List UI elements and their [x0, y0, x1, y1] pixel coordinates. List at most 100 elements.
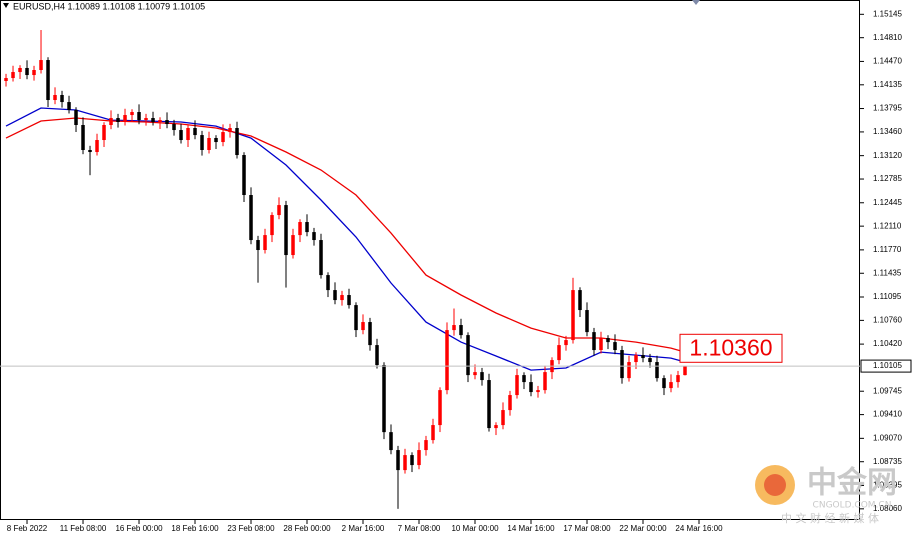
y-tick-label: 1.11095	[873, 292, 902, 301]
candle-body	[627, 362, 631, 379]
y-tick-label: 1.11770	[873, 245, 902, 254]
candle-body	[417, 450, 421, 466]
candle-body	[620, 350, 624, 379]
candle-body	[312, 232, 316, 241]
y-tick-label: 1.13795	[873, 104, 902, 113]
y-tick-label: 1.10420	[873, 339, 902, 348]
candle-body	[277, 205, 281, 216]
candle-body	[207, 137, 211, 150]
y-tick-label: 1.13120	[873, 151, 902, 160]
watermark: 中金网 CNGOLD.COM.CN 中 文 财 经 新 媒 体	[755, 465, 897, 525]
candle-body	[88, 149, 92, 153]
y-tick-label: 1.13460	[873, 127, 902, 136]
y-tick-label: 1.08395	[873, 481, 902, 490]
candle-body	[487, 380, 491, 429]
candle-body	[676, 375, 680, 383]
x-tick-label: 8 Feb 2022	[7, 524, 48, 533]
watermark-logo-inner	[764, 474, 786, 496]
candle-body	[410, 455, 414, 466]
candle-body	[599, 338, 603, 351]
y-tick-label: 1.14810	[873, 33, 902, 42]
candle-body	[564, 340, 568, 346]
candle-body	[214, 137, 218, 143]
x-tick-label: 11 Feb 08:00	[60, 524, 107, 533]
candle-body	[74, 110, 78, 126]
candle-body	[186, 128, 190, 141]
candle-body	[368, 322, 372, 346]
candle-body	[466, 335, 470, 376]
x-tick-label: 28 Feb 00:00	[283, 524, 331, 533]
plot-border	[0, 0, 860, 520]
candle-body	[459, 325, 463, 336]
x-tick-label: 23 Feb 08:00	[227, 524, 275, 533]
annotation-label: 1.10360	[689, 334, 772, 360]
candle-body	[144, 118, 148, 121]
watermark-site: CNGOLD.COM.CN	[813, 501, 892, 511]
y-tick-label: 1.09410	[873, 410, 902, 419]
candle-body	[592, 332, 596, 351]
candle-body	[291, 235, 295, 256]
candle-body	[193, 128, 197, 136]
symbol-icon	[3, 3, 9, 8]
shift-marker	[692, 0, 700, 5]
y-tick-label: 1.10760	[873, 315, 902, 324]
y-tick-label: 1.08060	[873, 504, 902, 513]
candle-body	[151, 118, 155, 123]
chart-title: EURUSD,H4 1.10089 1.10108 1.10079 1.1010…	[13, 1, 205, 11]
x-tick-label: 17 Mar 08:00	[563, 524, 611, 533]
y-tick-label: 1.08735	[873, 457, 902, 466]
candle-body	[522, 375, 526, 383]
candle-body	[634, 355, 638, 363]
x-tick-label: 14 Mar 16:00	[507, 524, 555, 533]
candle-body	[53, 94, 57, 101]
y-tick-label: 1.09070	[873, 433, 902, 442]
candle-body	[445, 330, 449, 391]
candle-body	[655, 362, 659, 379]
candle-body	[606, 338, 610, 343]
candle-body	[32, 70, 36, 76]
candle-body	[571, 290, 575, 341]
candle-body	[109, 118, 113, 126]
watermark-brand: 中金网	[807, 466, 897, 501]
moving-average-line	[5, 117, 686, 353]
candle-body	[494, 425, 498, 429]
candle-body	[319, 240, 323, 276]
candle-body	[263, 235, 267, 251]
candle-body	[508, 395, 512, 411]
candle-body	[249, 195, 253, 241]
x-tick-label: 16 Feb 00:00	[115, 524, 163, 533]
y-tick-label: 1.09745	[873, 386, 902, 395]
y-tick-label: 1.12445	[873, 198, 902, 207]
candle-body	[375, 345, 379, 366]
candle-body	[543, 372, 547, 391]
candle-body	[305, 222, 309, 233]
x-tick-label: 22 Mar 00:00	[619, 524, 667, 533]
candle-body	[39, 60, 43, 71]
candle-body	[67, 102, 71, 111]
moving-average-line	[5, 107, 686, 371]
candle-body	[389, 432, 393, 451]
y-tick-label: 1.12785	[873, 174, 902, 183]
candle-body	[179, 130, 183, 141]
candle-body	[172, 124, 176, 131]
candle-body	[431, 425, 435, 441]
y-tick-label: 1.14470	[873, 57, 902, 66]
candle-body	[4, 78, 8, 81]
candle-body	[515, 375, 519, 396]
x-tick-label: 10 Mar 00:00	[451, 524, 499, 533]
candle-body	[501, 410, 505, 426]
candle-body	[235, 128, 239, 156]
y-tick-label: 1.12110	[873, 221, 902, 230]
candle-body	[242, 155, 246, 196]
candle-body	[669, 382, 673, 389]
candle-body	[25, 67, 29, 76]
candle-body	[641, 355, 645, 359]
candle-body	[529, 382, 533, 393]
candle-body	[578, 290, 582, 311]
candle-body	[165, 120, 169, 125]
candle-body	[438, 390, 442, 426]
candle-body	[60, 94, 64, 103]
candle-body	[18, 67, 22, 73]
candle-body	[403, 455, 407, 471]
